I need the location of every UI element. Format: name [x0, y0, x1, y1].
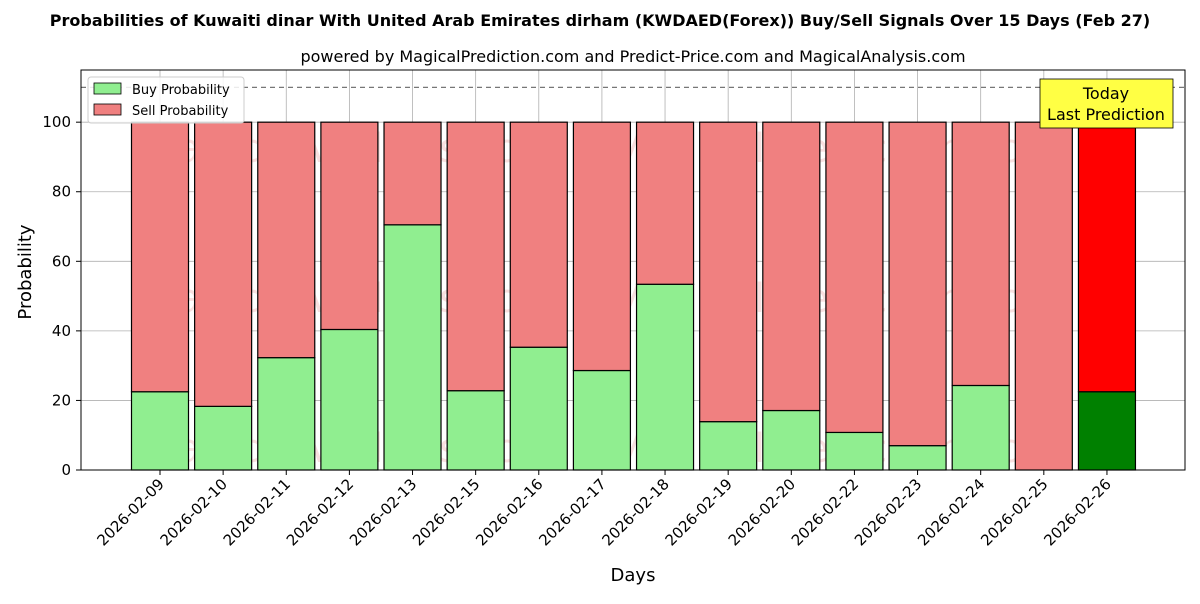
bar-layer	[81, 86, 1185, 471]
sell-bar	[257, 121, 316, 359]
buy-bar	[383, 224, 442, 471]
sell-bar	[194, 121, 253, 407]
sell-bar	[320, 121, 379, 331]
x-tick-label: 2026-02-15	[409, 475, 483, 549]
legend-sell-label: Sell Probability	[132, 104, 229, 119]
buy-bar	[194, 405, 253, 471]
buy-bar	[699, 421, 758, 471]
y-tick-label: 0	[61, 461, 71, 479]
sell-bar	[699, 121, 758, 423]
x-tick-label: 2026-02-10	[157, 475, 231, 549]
buy-bar	[888, 445, 947, 471]
legend-sell-swatch	[93, 103, 122, 116]
x-tick-label: 2026-02-16	[472, 475, 546, 549]
y-tick-label: 80	[52, 183, 71, 201]
x-tick-label: 2026-02-11	[220, 475, 294, 549]
legend-buy-label: Buy Probability	[132, 83, 230, 98]
buy-bar	[320, 328, 379, 471]
x-tick-label: 2026-02-09	[93, 475, 167, 549]
x-tick-label: 2026-02-13	[346, 475, 420, 549]
buy-bar	[1077, 391, 1137, 471]
x-tick-label: 2026-02-26	[1040, 475, 1114, 549]
annotation-last-prediction: Last Prediction	[1047, 105, 1165, 124]
x-tick-label: 2026-02-12	[283, 475, 357, 549]
sell-bar	[383, 121, 442, 226]
sell-bar	[572, 121, 632, 372]
x-tick-label: 2026-02-20	[725, 475, 799, 549]
legend: Buy Probability Sell Probability	[87, 76, 245, 124]
buy-bar	[130, 391, 190, 471]
x-tick-label: 2026-02-24	[914, 475, 988, 549]
buy-bar	[572, 369, 632, 471]
y-tick-label: 40	[52, 322, 71, 340]
plot-frame	[80, 69, 1186, 471]
buy-bar	[762, 409, 821, 471]
x-axis-label: Days	[611, 565, 656, 586]
sell-bar	[951, 121, 1010, 387]
y-axis-label: Probability	[15, 224, 36, 319]
buy-bar	[825, 431, 884, 471]
x-tick-label: 2026-02-19	[662, 475, 736, 549]
buy-bar	[951, 384, 1010, 471]
sell-bar	[1077, 121, 1137, 393]
sell-bar	[1014, 121, 1073, 471]
chart-title: Probabilities of Kuwaiti dinar With Unit…	[50, 11, 1151, 30]
annotation-box	[1039, 78, 1174, 129]
y-tick-label: 100	[42, 113, 71, 131]
buy-bar	[257, 357, 316, 471]
sell-bar	[762, 121, 821, 412]
legend-buy-swatch	[93, 82, 122, 95]
buy-bar	[509, 346, 568, 471]
chart-subtitle: powered by MagicalPrediction.com and Pre…	[300, 47, 965, 66]
x-tick-label: 2026-02-25	[977, 475, 1051, 549]
x-tick-label: 2026-02-18	[598, 475, 672, 549]
legend-frame	[87, 76, 245, 124]
sell-bar	[635, 121, 695, 285]
y-tick-label: 60	[52, 252, 71, 270]
sell-bar	[130, 121, 190, 393]
today-annotation: Today Last Prediction	[1039, 78, 1174, 129]
x-tick-label: 2026-02-17	[535, 475, 609, 549]
sell-bar	[446, 121, 505, 392]
x-tick-label: 2026-02-22	[788, 475, 862, 549]
sell-bar	[888, 121, 947, 447]
y-tick-label: 20	[52, 391, 71, 409]
buy-bar	[635, 283, 695, 471]
x-tick-label: 2026-02-23	[851, 475, 925, 549]
sell-bar	[825, 121, 884, 434]
sell-bar	[509, 121, 568, 348]
buy-bar	[446, 390, 505, 471]
annotation-today: Today	[1082, 84, 1129, 103]
